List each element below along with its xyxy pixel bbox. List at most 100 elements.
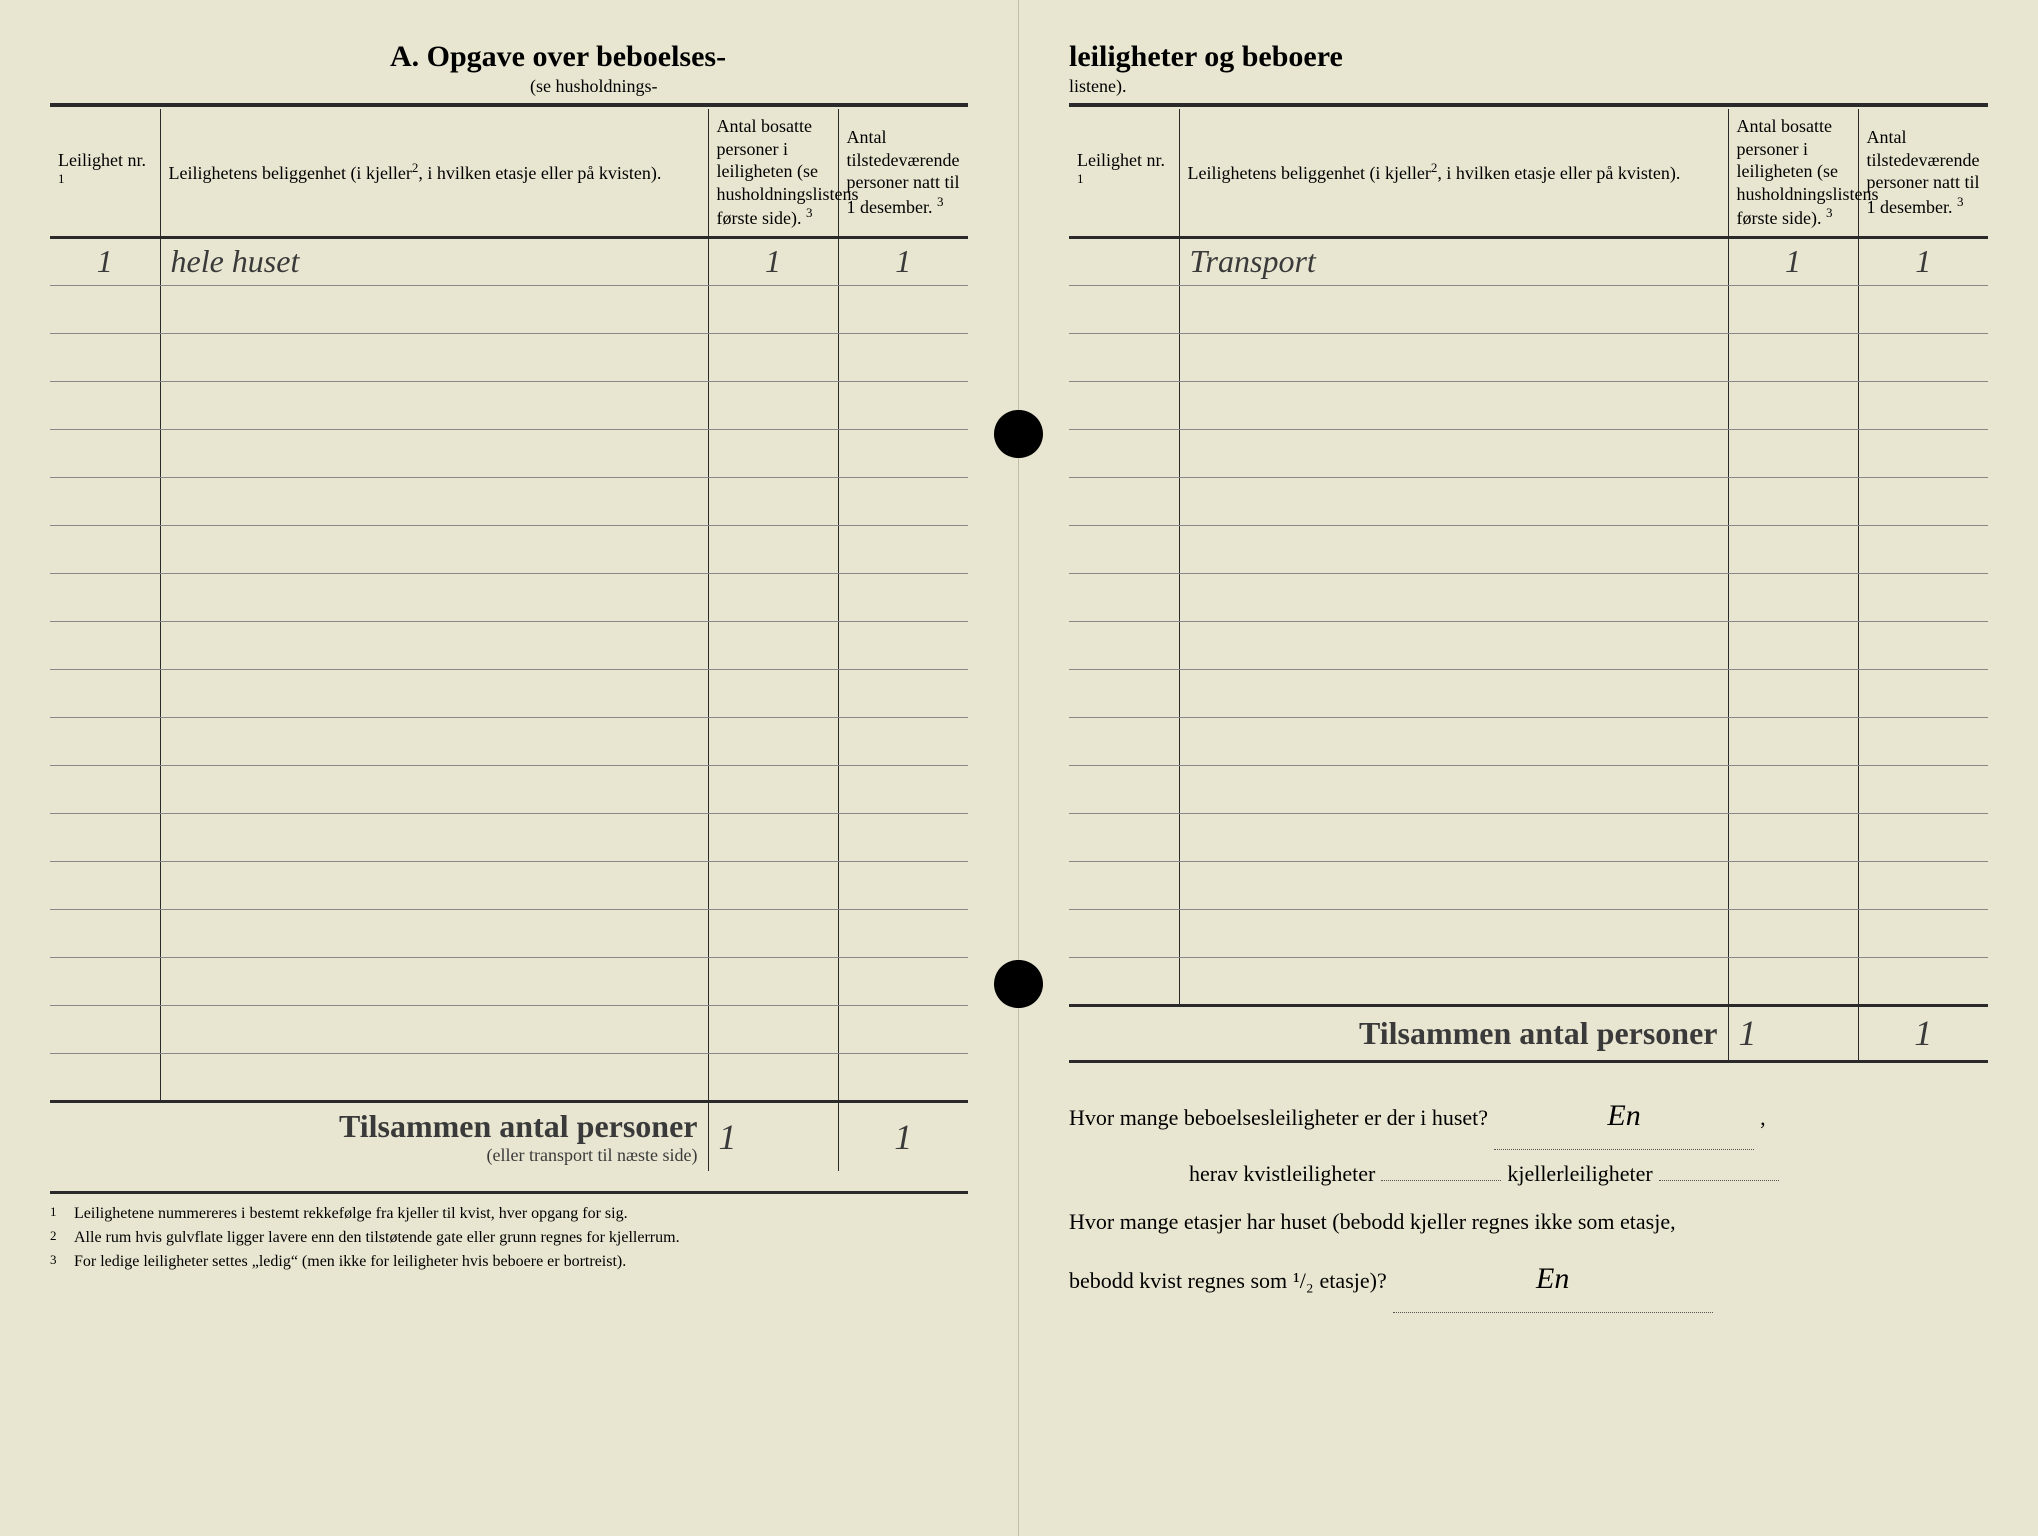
cell-residents <box>1728 333 1858 381</box>
cell-present <box>838 285 968 333</box>
cell-desc <box>160 1053 708 1101</box>
cell-residents <box>708 909 838 957</box>
cell-present <box>838 333 968 381</box>
table-row <box>50 861 968 909</box>
cell-desc <box>160 909 708 957</box>
table-row <box>50 909 968 957</box>
table-row <box>50 813 968 861</box>
cell-nr <box>50 909 160 957</box>
cell-present <box>1858 669 1988 717</box>
cell-present <box>838 909 968 957</box>
cell-present <box>1858 333 1988 381</box>
table-row: Transport11 <box>1069 237 1988 285</box>
cell-residents <box>708 717 838 765</box>
table-row <box>50 765 968 813</box>
cell-present <box>1858 573 1988 621</box>
cell-residents <box>1728 669 1858 717</box>
cell-present <box>1858 909 1988 957</box>
cell-nr <box>1069 477 1179 525</box>
cell-nr <box>1069 333 1179 381</box>
cell-nr <box>50 861 160 909</box>
table-row <box>50 285 968 333</box>
cell-residents <box>1728 813 1858 861</box>
q2b-text: kjellerleiligheter <box>1507 1150 1652 1198</box>
cell-present <box>1858 525 1988 573</box>
cell-nr <box>1069 573 1179 621</box>
cell-present <box>838 957 968 1005</box>
cell-desc <box>1179 333 1728 381</box>
cell-desc <box>160 1005 708 1053</box>
cell-nr <box>1069 429 1179 477</box>
cell-present <box>838 1005 968 1053</box>
table-row <box>1069 333 1988 381</box>
cell-residents <box>1728 909 1858 957</box>
cell-nr <box>50 573 160 621</box>
cell-nr <box>50 381 160 429</box>
subtitle-left: (se husholdnings- <box>50 76 968 97</box>
cell-present <box>838 573 968 621</box>
right-sum-b: 1 <box>1858 1005 1988 1061</box>
cell-nr <box>50 669 160 717</box>
cell-nr <box>1069 957 1179 1005</box>
cell-residents <box>708 573 838 621</box>
table-row <box>50 477 968 525</box>
q3-frac: ¹/₂ <box>1293 1257 1313 1305</box>
cell-desc <box>160 285 708 333</box>
cell-present <box>838 765 968 813</box>
cell-residents <box>1728 477 1858 525</box>
cell-nr <box>50 525 160 573</box>
table-row <box>1069 477 1988 525</box>
cell-desc <box>1179 477 1728 525</box>
cell-desc <box>160 957 708 1005</box>
cell-desc <box>160 525 708 573</box>
col-header-location: Leilighetens beliggenhet (i kjeller2, i … <box>160 109 708 237</box>
table-row <box>1069 861 1988 909</box>
title-left-main: A. Opgave over beboelses- <box>390 40 726 74</box>
cell-residents <box>708 957 838 1005</box>
cell-nr <box>1069 909 1179 957</box>
cell-desc <box>1179 765 1728 813</box>
cell-nr <box>50 429 160 477</box>
cell-present <box>838 1053 968 1101</box>
cell-present <box>1858 765 1988 813</box>
cell-desc <box>160 573 708 621</box>
q1-answer: En <box>1494 1083 1754 1150</box>
cell-present <box>838 429 968 477</box>
cell-residents <box>708 1005 838 1053</box>
cell-residents <box>708 765 838 813</box>
cell-nr <box>50 957 160 1005</box>
col-header-present: Antal tilstedeværende personer natt til … <box>1858 109 1988 237</box>
table-row <box>1069 573 1988 621</box>
cell-residents <box>708 477 838 525</box>
cell-desc <box>160 333 708 381</box>
q3b-text: bebodd kvist regnes som <box>1069 1257 1287 1305</box>
cell-present <box>1858 429 1988 477</box>
cell-present <box>1858 285 1988 333</box>
table-row <box>50 621 968 669</box>
cell-present <box>838 813 968 861</box>
cell-nr <box>1069 525 1179 573</box>
table-row <box>1069 525 1988 573</box>
table-row <box>1069 669 1988 717</box>
cell-residents <box>1728 285 1858 333</box>
left-page: A. Opgave over beboelses- (se husholdnin… <box>0 0 1019 1536</box>
footnote-3: For ledige leiligheter settes „ledig“ (m… <box>74 1250 626 1274</box>
table-row <box>1069 717 1988 765</box>
q3-answer: En <box>1393 1246 1713 1313</box>
cell-desc <box>1179 381 1728 429</box>
table-row <box>50 429 968 477</box>
table-row <box>1069 957 1988 1005</box>
title-right-main: leiligheter og beboere <box>1069 40 1343 74</box>
cell-present: 1 <box>838 237 968 285</box>
table-row <box>1069 285 1988 333</box>
cell-nr <box>1069 621 1179 669</box>
questions-block: Hvor mange beboelsesleiligheter er der i… <box>1069 1083 1988 1314</box>
cell-residents <box>708 669 838 717</box>
sum-label: Tilsammen antal personer (eller transpor… <box>160 1101 708 1171</box>
footnotes: 1Leilighetene nummereres i bestemt rekke… <box>50 1191 968 1274</box>
cell-residents <box>1728 957 1858 1005</box>
q3c-text: etasje)? <box>1320 1257 1387 1305</box>
footnote-1: Leilighetene nummereres i bestemt rekkef… <box>74 1202 628 1226</box>
q2b-answer <box>1659 1180 1779 1181</box>
cell-present <box>838 861 968 909</box>
